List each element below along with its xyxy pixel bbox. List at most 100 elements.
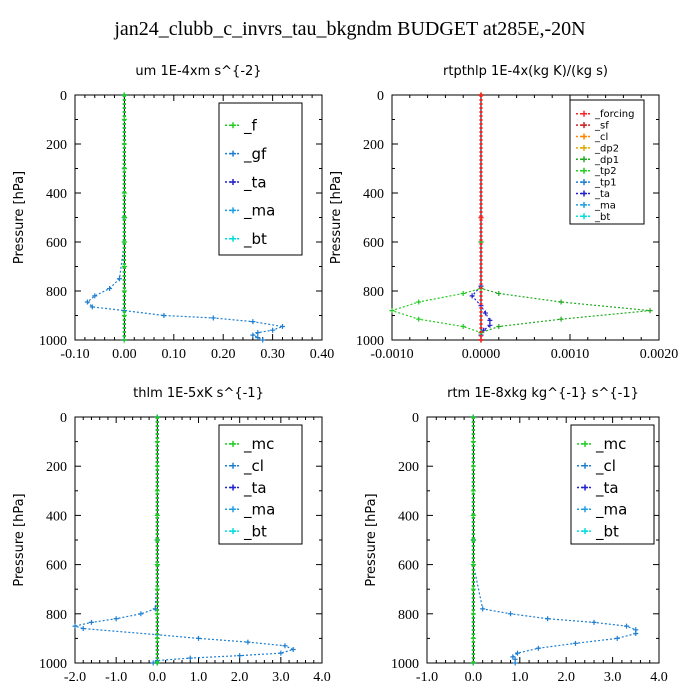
data-point <box>187 655 193 661</box>
data-point <box>470 586 476 592</box>
legend-label: _ta <box>595 479 619 498</box>
legend-label: _cl <box>243 457 264 476</box>
y-axis-label: Pressure [hPa] <box>329 171 344 264</box>
data-point <box>496 290 502 296</box>
data-point <box>535 645 541 651</box>
data-point <box>237 653 243 659</box>
legend-marker <box>230 484 236 491</box>
data-point <box>470 512 476 518</box>
legend-marker <box>230 179 236 185</box>
data-point <box>508 611 514 617</box>
y-tick-label: 1000 <box>391 657 419 672</box>
y-tick-label: 0 <box>412 411 419 426</box>
data-point <box>154 537 160 543</box>
y-tick-label: 1000 <box>39 657 67 672</box>
y-tick-label: 400 <box>398 509 419 524</box>
x-tick-label: 0.0020 <box>640 347 679 362</box>
panel-title: rtm 1E-8xkg kg^{-1} s^{-1} <box>447 386 639 401</box>
legend-label: _f <box>243 116 258 135</box>
y-axis-label: Pressure [hPa] <box>364 493 379 586</box>
data-point <box>282 643 288 649</box>
legend-box <box>569 99 645 225</box>
panel-title: um 1E-4xm s^{-2} <box>135 64 261 79</box>
data-point <box>121 215 127 220</box>
legend-marker <box>582 462 588 469</box>
x-tick-label: 3.0 <box>272 670 290 685</box>
legend-label: _mc <box>595 435 626 454</box>
legend-label: _bt <box>595 522 619 541</box>
x-tick-label: 3.0 <box>604 670 622 685</box>
data-point <box>107 286 113 292</box>
data-point <box>92 293 98 299</box>
y-tick-label: 400 <box>46 187 67 202</box>
data-point <box>161 313 167 318</box>
legend-marker <box>230 122 236 129</box>
data-point <box>196 635 201 641</box>
legend-marker <box>581 167 587 174</box>
legend-label: _ma <box>243 202 275 221</box>
data-point <box>279 324 285 330</box>
data-point <box>121 239 127 245</box>
data-point <box>470 439 476 445</box>
x-tick-label: -2.0 <box>64 670 86 685</box>
legend: _f _gf _ta _ma _bt <box>218 102 303 256</box>
data-point <box>633 630 639 636</box>
legend-marker <box>582 528 588 535</box>
legend-marker <box>581 179 587 186</box>
y-tick-label: 0 <box>60 89 67 104</box>
legend-marker <box>582 484 588 491</box>
legend-marker <box>581 213 587 220</box>
data-point <box>152 606 158 612</box>
data-point <box>558 299 564 305</box>
data-point <box>89 304 95 310</box>
data-point <box>255 330 261 336</box>
data-point <box>416 299 422 305</box>
legend-label: _tp1 <box>594 178 617 189</box>
legend-marker <box>582 440 588 447</box>
y-tick-label: 1000 <box>39 334 67 349</box>
legend-label: _dp1 <box>594 155 619 166</box>
data-point <box>80 626 86 632</box>
legend-label: _cl <box>595 457 616 476</box>
x-tick-label: 0.30 <box>260 347 285 362</box>
data-point <box>278 650 284 656</box>
legend-marker <box>581 190 587 197</box>
data-point <box>487 317 493 323</box>
data-point <box>154 562 160 568</box>
legend-label: _mc <box>243 435 274 454</box>
data-point <box>245 639 251 645</box>
legend-marker <box>582 506 588 513</box>
legend-label: _ma <box>594 200 616 211</box>
data-point <box>514 650 520 656</box>
data-point <box>482 310 488 316</box>
legend: _forcing_sf_cl_dp2_dp1_tp2_tp1_ta_ma_bt <box>569 99 645 225</box>
data-point <box>470 611 476 617</box>
data-point <box>270 327 276 333</box>
data-point <box>470 537 476 543</box>
data-point <box>116 276 122 282</box>
data-point <box>121 166 127 171</box>
y-tick-label: 200 <box>398 460 419 475</box>
panel-1: um 1E-4xm s^{-2} Pressure [hPa] -0.10 0.00 0… <box>12 64 334 362</box>
legend-label: _bt <box>594 212 610 223</box>
data-point <box>154 488 160 494</box>
data-point <box>113 616 119 622</box>
data-point <box>460 290 466 296</box>
legend-label: _tp2 <box>594 166 617 177</box>
legend-label: _sf <box>594 121 609 132</box>
data-point <box>487 322 493 328</box>
y-tick-label: 0 <box>377 89 384 104</box>
data-point <box>121 190 127 196</box>
panel-3: thlm 1E-5xK s^{-1} Pressure [hPa] -2.0 -1.0… <box>12 386 331 685</box>
legend-marker <box>230 207 236 214</box>
legend-marker <box>581 110 587 117</box>
data-point <box>460 324 466 330</box>
x-tick-label: 4.0 <box>650 670 668 685</box>
legend-label: _gf <box>243 145 267 164</box>
data-point <box>389 308 395 314</box>
data-point <box>478 92 484 98</box>
data-point <box>478 337 484 343</box>
data-point <box>470 488 476 494</box>
data-point <box>121 117 127 122</box>
legend-label: _forcing <box>594 109 635 120</box>
